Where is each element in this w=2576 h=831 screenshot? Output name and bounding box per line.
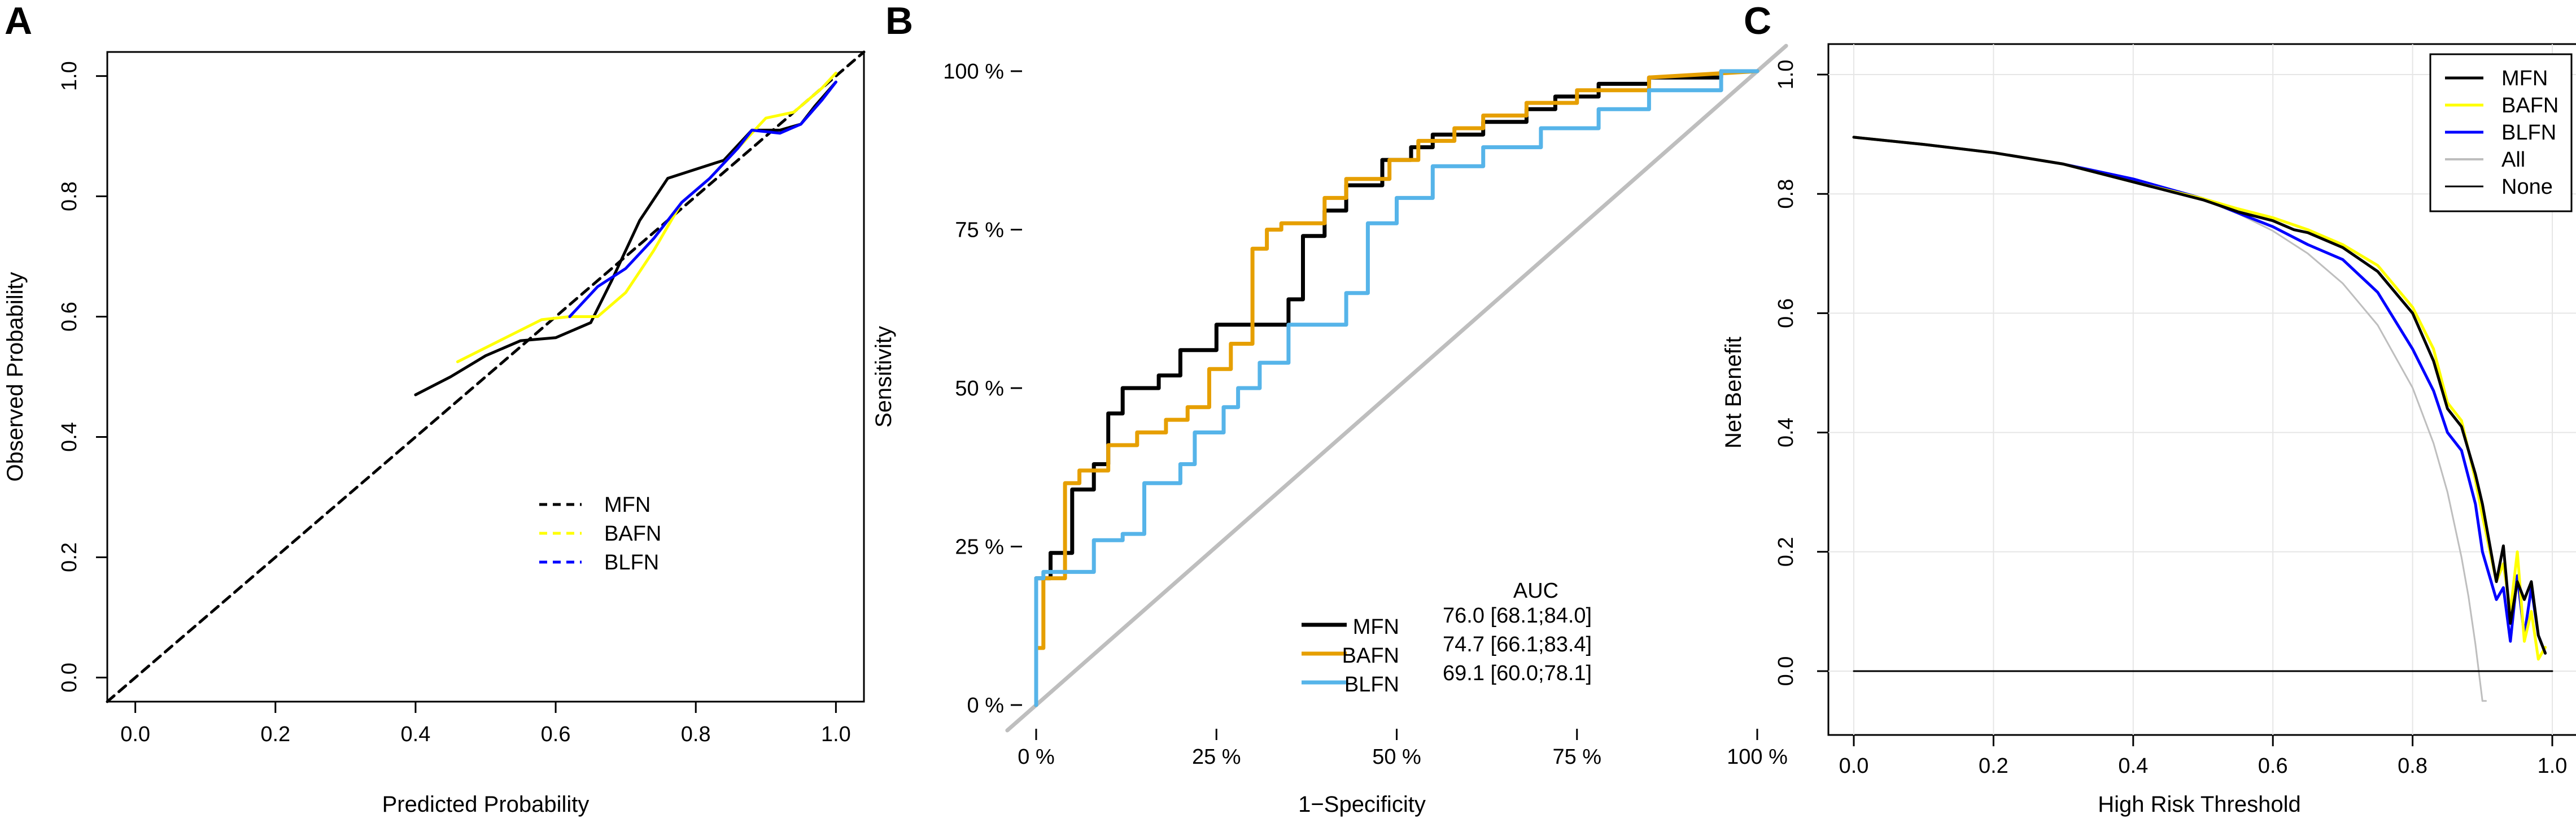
x-tick-label-c: 0.0 [1839,754,1869,778]
x-tick-label-a: 1.0 [821,723,851,746]
legend-title-auc: AUC [1513,579,1558,603]
x-tick-label-a: 0.0 [120,723,150,746]
y-axis-title-b: Sensitivity [871,326,896,428]
legend-label-all-c: All [2501,148,2525,172]
legend-b: AUC MFN 76.0 [68.1;84.0] BAFN 74.7 [66.1… [1302,579,1592,697]
legend-label-bafn-b: BAFN [1342,644,1399,668]
legend-label-mfn-b: MFN [1353,615,1399,639]
roc-plot: 0 % 25 % 50 % 75 % 100 % 0 % 25 % 50 % 75 % 100 … [871,43,1788,817]
x-tick-label-c: 1.0 [2538,754,2568,778]
legend-label-blfn-b: BLFN [1344,673,1399,697]
series-line-all-c [1853,136,2487,702]
legend-label-bafn-a: BAFN [604,522,661,546]
calibration-plot: 0.0 0.2 0.4 0.6 0.8 1.0 0.0 0.2 0.4 0.6 0.8 1.0 Pr… [3,50,866,817]
legend-label-blfn-c: BLFN [2501,121,2556,145]
y-tick-label-c: 0.0 [1774,656,1798,686]
y-tick-label-b: 100 % [943,60,1004,84]
y-tick-label-a: 0.6 [58,302,81,332]
y-axis-title-c: Net Benefit [1721,337,1746,449]
series-line-mfn-a [414,80,837,397]
x-tick-label-b: 0 % [1018,745,1054,769]
x-tick-label-b: 75 % [1552,745,1601,769]
legend-auc-blfn-b: 69.1 [60.0;78.1] [1443,662,1592,685]
series-line-blfn-b [1034,69,1759,707]
panel-label-b: B [885,0,913,42]
x-axis-title-c: High Risk Threshold [2098,792,2300,817]
y-tick-label-c: 1.0 [1774,60,1798,90]
y-axis-title-a: Observed Probability [3,272,28,481]
legend-label-mfn-a: MFN [604,493,650,517]
x-axis-title-a: Predicted Probability [382,792,590,817]
legend-label-blfn-a: BLFN [604,551,659,575]
x-tick-label-c: 0.6 [2258,754,2288,778]
y-tick-label-c: 0.2 [1774,537,1798,567]
series-line-bafn-b [1034,69,1759,707]
legend-auc-mfn-b: 76.0 [68.1;84.0] [1443,604,1592,628]
y-tick-label-a: 0.8 [58,181,81,211]
series-line-blfn-c [1852,136,2547,655]
series-line-bafn-a [456,71,837,363]
series-line-bafn-c [1852,136,2547,661]
x-tick-label-c: 0.2 [1979,754,2009,778]
x-tick-label-b: 100 % [1727,745,1788,769]
y-tick-label-a: 1.0 [58,61,81,91]
x-tick-label-b: 25 % [1192,745,1241,769]
legend-label-none-c: None [2501,175,2553,199]
x-tick-label-a: 0.4 [401,723,431,746]
x-tick-label-c: 0.4 [2118,754,2148,778]
panel-label-c: C [1744,0,1771,42]
legend-c: MFN BAFN BLFN All None [2429,53,2573,212]
y-tick-label-a: 0.2 [58,542,81,572]
x-tick-label-a: 0.8 [681,723,711,746]
legend-auc-bafn-b: 74.7 [66.1;83.4] [1443,633,1592,656]
x-tick-label-b: 50 % [1372,745,1421,769]
y-tick-label-a: 0.0 [58,663,81,693]
x-axis-title-b: 1−Specificity [1298,792,1426,817]
x-tick-label-a: 0.2 [260,723,290,746]
y-tick-label-b: 50 % [955,377,1004,401]
series-line-ideal-a [106,50,866,703]
panel-label-a: A [5,0,32,42]
x-tick-label-a: 0.6 [541,723,571,746]
series-line-chance-b [1005,43,1788,733]
y-tick-label-b: 25 % [955,536,1004,559]
series-line-blfn-a [568,80,837,318]
y-tick-label-b: 0 % [967,694,1004,717]
y-tick-label-c: 0.8 [1774,179,1798,209]
decision-curve-plot: 0.0 0.2 0.4 0.6 0.8 1.0 0.0 0.2 0.4 0.6 0.8 1.0 Hi… [1721,43,2576,817]
x-tick-label-c: 0.8 [2398,754,2427,778]
plot-frame-c [1827,43,2576,736]
series-line-mfn-c [1852,136,2547,655]
plot-frame-a [106,51,865,703]
legend-label-bafn-c: BAFN [2501,94,2558,118]
y-tick-label-c: 0.6 [1774,298,1798,328]
y-tick-label-c: 0.4 [1774,417,1798,447]
y-tick-label-b: 75 % [955,219,1004,242]
legend-label-mfn-c: MFN [2501,67,2548,90]
legend-a: MFN BAFN BLFN [539,493,661,575]
y-tick-label-a: 0.4 [58,422,81,452]
